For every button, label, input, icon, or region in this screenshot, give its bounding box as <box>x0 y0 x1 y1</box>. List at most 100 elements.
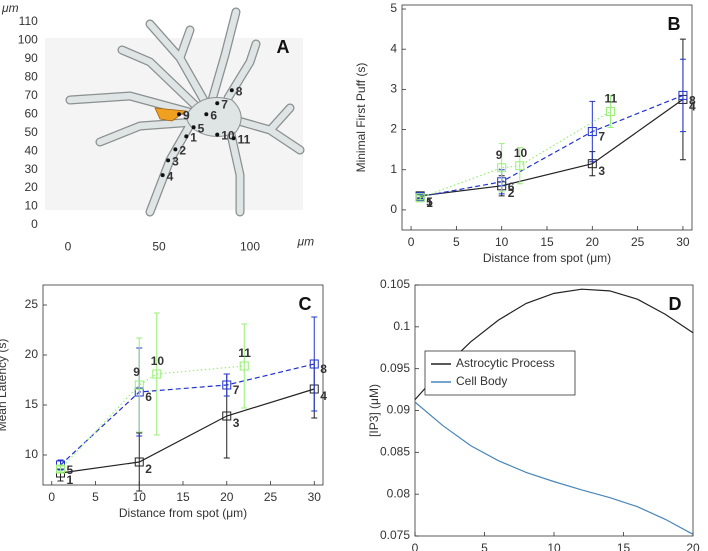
point-label: 5 <box>198 121 205 135</box>
error-bar <box>153 312 160 436</box>
y-axis-unit: μm <box>1 1 19 15</box>
point-label: 7 <box>233 383 240 397</box>
point-label: 11 <box>238 346 251 360</box>
point-label: 3 <box>172 155 179 169</box>
x-tick-label: 0 <box>408 235 415 249</box>
point-label: 3 <box>233 416 240 430</box>
y-tick-label: 80 <box>24 70 38 84</box>
point-label: 5 <box>426 195 433 209</box>
x-tick-label: 15 <box>176 490 190 504</box>
point <box>215 101 220 106</box>
point-label: 9 <box>183 108 190 122</box>
panel-letter: C <box>299 294 312 314</box>
x-tick-label: 100 <box>240 239 260 253</box>
x-tick-label: 0 <box>412 541 419 551</box>
y-tick-label: 10 <box>25 447 39 461</box>
y-tick-label: 5 <box>390 1 397 15</box>
series-line <box>60 363 315 466</box>
marker <box>515 161 525 171</box>
point-label: 1 <box>67 473 74 487</box>
point-label: 7 <box>221 97 228 111</box>
y-tick-label: 40 <box>24 143 38 157</box>
point-label: 1 <box>190 131 197 145</box>
point <box>184 134 189 139</box>
point-label: 10 <box>151 354 165 368</box>
point-label: 9 <box>133 365 140 379</box>
series-line <box>60 388 315 474</box>
y-tick-label: 3 <box>390 82 397 96</box>
series-line <box>60 365 245 470</box>
x-tick-label: 20 <box>686 541 700 551</box>
point-label: 8 <box>689 94 696 108</box>
series-line <box>419 110 611 199</box>
point-label: 10 <box>514 146 528 160</box>
panel-letter: B <box>668 14 681 34</box>
marker <box>415 193 425 203</box>
point-label: 2 <box>145 462 152 476</box>
y-tick-label: 2 <box>390 122 397 136</box>
y-tick-label: 0.1 <box>393 319 410 333</box>
x-tick-label: 0 <box>65 239 72 253</box>
y-tick-label: 1 <box>390 162 397 176</box>
point-label: 2 <box>179 144 186 158</box>
legend-label: Cell Body <box>456 374 507 388</box>
point-label: 8 <box>320 362 327 376</box>
error-bar <box>57 465 64 473</box>
point-label: 6 <box>210 108 217 122</box>
point-label: 4 <box>320 389 327 403</box>
x-tick-label: 30 <box>308 490 322 504</box>
marker <box>309 359 319 369</box>
x-axis-unit: μm <box>297 234 315 248</box>
y-axis-label: Mean Latency (s) <box>0 339 9 432</box>
series-line <box>420 98 684 197</box>
x-tick-label: 10 <box>133 490 147 504</box>
legend-box <box>424 350 576 396</box>
y-axis-label: Minimal First Puff (s) <box>354 63 368 173</box>
marker <box>134 457 144 467</box>
point-label: 6 <box>508 180 515 194</box>
error-bar <box>607 94 614 129</box>
x-axis-label: Distance from spot (μm) <box>119 506 247 520</box>
y-axis-label: [IP3] (μM) <box>367 384 381 437</box>
y-tick-label: 60 <box>24 106 38 120</box>
y-tick-label: 15 <box>25 397 39 411</box>
point <box>191 125 196 130</box>
marker <box>678 90 688 100</box>
point-label: 5 <box>67 463 74 477</box>
y-tick-label: 0.105 <box>380 277 410 291</box>
point-label: 3 <box>598 164 605 178</box>
marker <box>222 411 232 421</box>
error-bar <box>498 143 505 193</box>
x-tick-label: 10 <box>547 541 561 551</box>
cell-drawing <box>45 7 305 217</box>
point-label: 9 <box>496 148 503 162</box>
y-tick-label: 0.085 <box>380 445 410 459</box>
y-tick-label: 90 <box>24 51 38 65</box>
x-tick-label: 50 <box>152 239 166 253</box>
point <box>215 132 220 137</box>
x-tick-label: 0 <box>48 490 55 504</box>
y-tick-label: 0.08 <box>387 486 411 500</box>
x-tick-label: 25 <box>631 235 645 249</box>
series-line <box>420 94 684 198</box>
x-tick-label: 25 <box>264 490 278 504</box>
y-tick-label: 50 <box>24 125 38 139</box>
panel-letter: D <box>669 294 682 314</box>
x-tick-label: 20 <box>586 235 600 249</box>
error-bar <box>241 323 248 409</box>
marker <box>497 163 507 173</box>
point-label: 2 <box>508 186 515 200</box>
y-tick-label: 20 <box>25 347 39 361</box>
error-bar <box>223 373 230 397</box>
y-tick-label: 0.09 <box>387 403 411 417</box>
point <box>204 112 209 117</box>
x-axis-label: Distance from spot (μm) <box>483 251 611 265</box>
point <box>177 112 182 117</box>
stimulus-spot <box>154 107 188 122</box>
y-tick-label: 10 <box>24 199 38 213</box>
marker <box>605 106 615 116</box>
y-tick-label: 30 <box>24 162 38 176</box>
point-label: 4 <box>167 169 174 183</box>
point-label: 7 <box>598 130 605 144</box>
